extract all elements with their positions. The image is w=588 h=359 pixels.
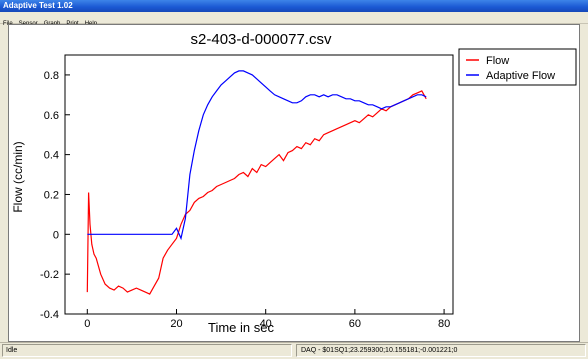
y-tick-label: 0.8 [44, 70, 59, 82]
x-tick-label: 40 [260, 318, 272, 330]
y-axis-label: Flow (cc/min) [11, 141, 25, 212]
y-tick-label: 0.2 [44, 189, 59, 201]
x-tick-label: 0 [84, 318, 90, 330]
menu-file[interactable]: File [0, 19, 16, 30]
series-line-adaptive-flow [87, 70, 427, 241]
x-tick-label: 60 [349, 318, 361, 330]
status-bar: Idle DAQ - $01SQ1;23.259300;10.155181;-0… [0, 342, 588, 359]
plot-border [64, 54, 454, 315]
x-tick-label: 80 [438, 318, 450, 330]
legend-label-flow: Flow [486, 55, 509, 67]
status-text: Idle [2, 344, 292, 357]
series-line-flow [86, 90, 427, 295]
window-title: Adaptive Test 1.02 [3, 1, 73, 10]
legend-label-adaptive-flow: Adaptive Flow [486, 70, 555, 82]
x-axis-label: Time in sec [208, 320, 274, 335]
y-tick-label: 0.6 [44, 110, 59, 122]
chart-panel: s2-403-d-000077.csv 0 20 40 60 80 -0.4 -0.2 0 0.… [8, 24, 580, 342]
legend-box [458, 48, 577, 86]
daq-readout: DAQ - $01SQ1;23.259300;10.155181;-0.0012… [296, 344, 586, 357]
y-tick-label: 0.4 [44, 150, 59, 162]
y-tick-label: -0.4 [40, 309, 59, 321]
menu-bar: FileSensorGraphPrintHelp [0, 12, 588, 27]
chart-title: s2-403-d-000077.csv [191, 31, 332, 48]
title-bar[interactable]: Adaptive Test 1.02 [0, 0, 588, 12]
flow-chart: s2-403-d-000077.csv 0 20 40 60 80 -0.4 -0.2 0 0.… [11, 31, 577, 335]
chart-legend: Flow Adaptive Flow [458, 48, 577, 86]
right-edge [580, 24, 588, 342]
x-tick-label: 20 [170, 318, 182, 330]
y-tick-label: -0.2 [40, 269, 59, 281]
y-tick-label: 0 [53, 229, 59, 241]
